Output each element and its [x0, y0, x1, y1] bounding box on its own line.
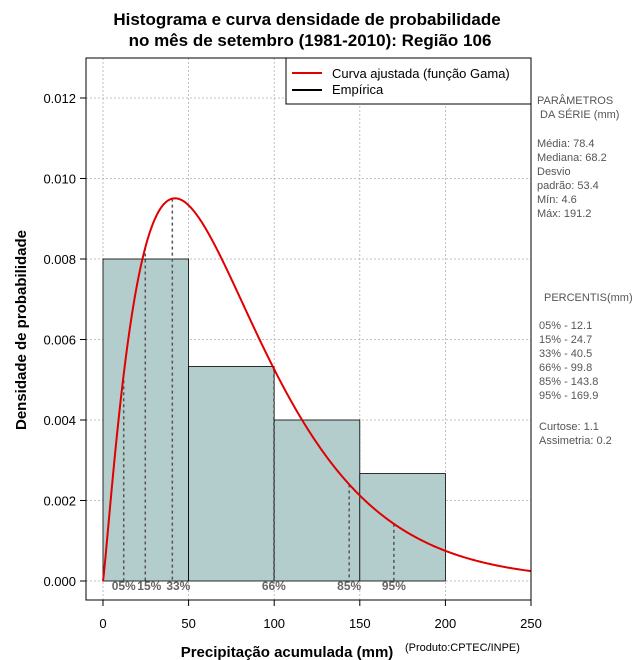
percentile-label-1: 15% — [137, 579, 161, 593]
y-tick-label-2: 0.004 — [43, 413, 76, 428]
side-panel: PARÂMETROS DA SÉRIE (mm) Média: 78.4 Med… — [537, 94, 633, 447]
histogram-bar-0 — [102, 258, 189, 582]
histogram-bar-1 — [188, 366, 275, 582]
stat-media: Média: 78.4 — [537, 138, 594, 150]
x-tick-label-1: 50 — [181, 616, 195, 631]
percentile-label-0: 05% — [112, 579, 136, 593]
params-title-2: DA SÉRIE (mm) — [540, 108, 619, 121]
x-tick-label-3: 150 — [349, 616, 371, 631]
x-tick-label-0: 0 — [99, 616, 106, 631]
percentile-label-5: 95% — [382, 579, 406, 593]
x-tick-label-5: 250 — [520, 616, 542, 631]
percentil-05: 05% - 12.1 — [539, 320, 592, 332]
percentil-95: 95% - 169.9 — [539, 390, 598, 402]
x-axis-title: Precipitação acumulada (mm) — [181, 644, 394, 660]
percentile-label-3: 66% — [262, 579, 286, 593]
y-tick-label-6: 0.012 — [43, 91, 76, 106]
percentile-label-2: 33% — [166, 579, 190, 593]
chart-title-line2: no mês de setembro (1981-2010): Região 1… — [129, 31, 492, 50]
y-axis-title: Densidade de probabilidade — [13, 230, 30, 430]
params-title-1: PARÂMETROS — [537, 94, 613, 107]
y-tick-label-4: 0.008 — [43, 252, 76, 267]
credit-label: (Produto:CPTEC/INPE) — [405, 642, 520, 654]
stat-desvio-2: padrão: 53.4 — [537, 180, 599, 192]
stat-max: Máx: 191.2 — [537, 208, 591, 220]
legend: Curva ajustada (função Gama) Empírica — [285, 57, 532, 105]
percentile-lines: 05% 15% 33% 66% 85% 95% — [112, 198, 406, 593]
percentil-85: 85% - 143.8 — [539, 376, 598, 388]
y-axis: 0.000 0.002 0.004 0.006 0.008 0.010 0.012 — [43, 91, 86, 589]
percentil-33: 33% - 40.5 — [539, 348, 592, 360]
chart-title-line1: Histograma e curva densidade de probabil… — [113, 10, 500, 29]
y-tick-label-3: 0.006 — [43, 333, 76, 348]
x-tick-label-2: 100 — [263, 616, 285, 631]
legend-label-curve: Curva ajustada (função Gama) — [332, 66, 510, 81]
y-tick-label-5: 0.010 — [43, 172, 76, 187]
y-tick-label-1: 0.002 — [43, 494, 76, 509]
percentil-66: 66% - 99.8 — [539, 362, 592, 374]
percentis-title: PERCENTIS(mm) — [544, 292, 633, 304]
histogram-bar-3 — [359, 473, 446, 582]
percentile-label-4: 85% — [337, 579, 361, 593]
histogram-bar-2 — [273, 419, 361, 582]
stat-assimetria: Assimetria: 0.2 — [539, 435, 612, 447]
legend-label-empirical: Empírica — [332, 82, 384, 97]
x-axis: 0 50 100 150 200 250 — [99, 600, 542, 631]
gamma-curve — [102, 197, 532, 582]
legend-box — [285, 57, 532, 105]
x-tick-label-4: 200 — [435, 616, 457, 631]
stat-curtose: Curtose: 1.1 — [539, 421, 599, 433]
stat-min: Mín: 4.6 — [537, 194, 577, 206]
y-tick-label-0: 0.000 — [43, 574, 76, 589]
stat-mediana: Mediana: 68.2 — [537, 152, 607, 164]
histogram-bars — [102, 258, 446, 582]
percentil-15: 15% - 24.7 — [539, 334, 592, 346]
stat-desvio-1: Desvio — [537, 166, 571, 178]
